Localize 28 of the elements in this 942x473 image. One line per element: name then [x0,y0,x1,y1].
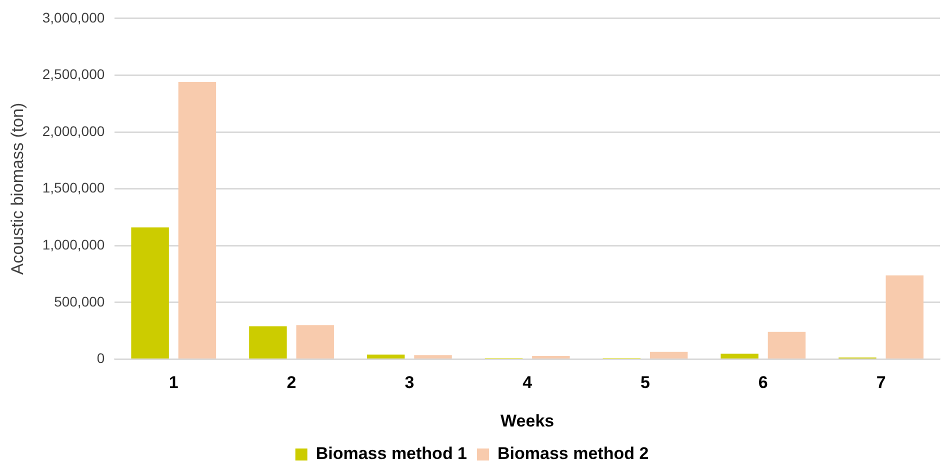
bar [650,352,688,358]
bar [414,355,452,358]
x-tick-label: 1 [168,373,178,392]
x-tick-label: 4 [522,373,533,392]
bar [886,275,924,358]
x-tick-label: 3 [404,373,414,392]
y-tick-label: 1,000,000 [42,236,105,252]
y-axis-title: Acoustic biomass (ton) [8,102,27,275]
bar [178,82,216,358]
legend-label: Biomass method 2 [498,444,649,464]
bar [296,325,334,358]
x-tick-label: 5 [640,373,650,392]
x-tick-label: 2 [286,373,296,392]
bar [366,354,405,358]
y-tick-label: 0 [96,350,105,366]
y-tick-label: 3,000,000 [42,9,105,26]
y-tick-label: 2,000,000 [42,122,105,139]
bar [131,227,169,358]
bar [768,332,806,358]
x-tick-label: 7 [876,373,886,392]
y-tick-label: 1,500,000 [42,180,105,196]
bar [249,326,287,358]
x-axis-title: Weeks [500,411,554,430]
x-tick-label: 6 [758,373,768,392]
legend-label: Biomass method 1 [316,444,468,464]
y-tick-label: 2,500,000 [42,66,105,82]
y-tick-label: 500,000 [54,293,105,310]
bar [720,354,758,358]
